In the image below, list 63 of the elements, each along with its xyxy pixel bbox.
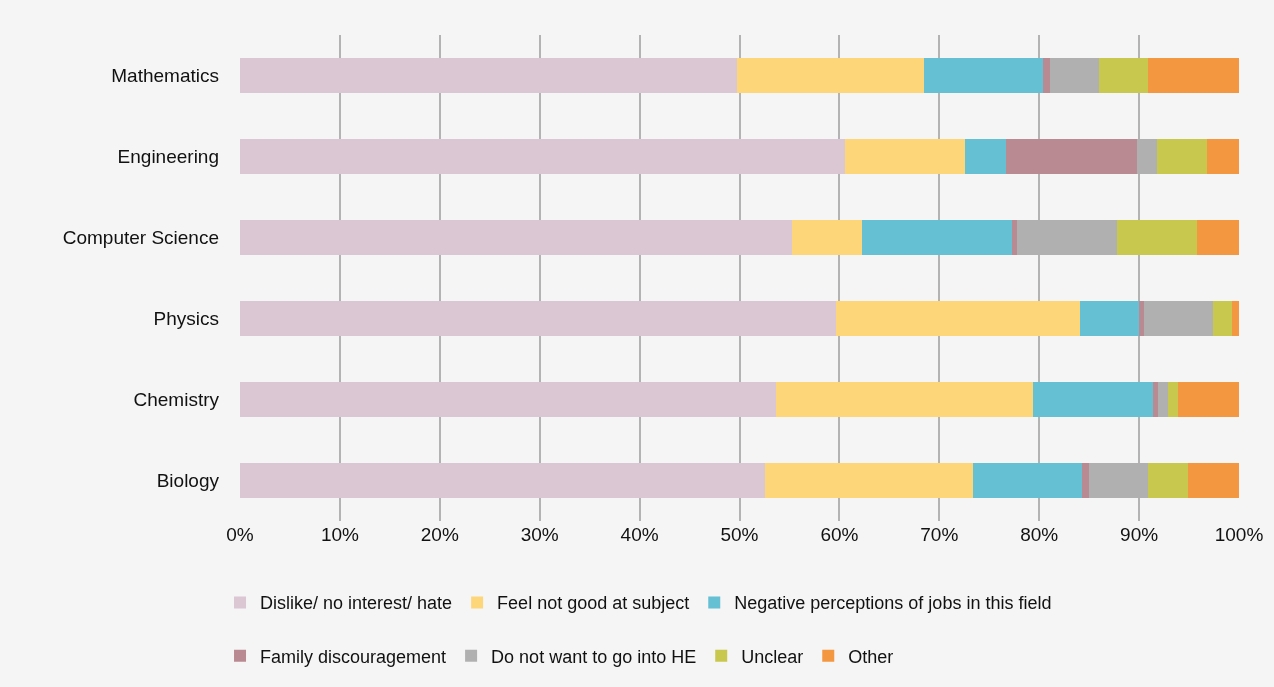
bar	[240, 220, 793, 255]
bar	[1050, 58, 1100, 93]
bar	[1178, 382, 1239, 417]
y-tick-label: Mathematics	[111, 65, 219, 87]
legend-label: Do not want to go into HE	[491, 646, 697, 667]
x-tick-label: 100%	[1214, 524, 1264, 545]
bar	[862, 220, 1013, 255]
bar	[1148, 58, 1239, 93]
x-tick-label: 10%	[320, 524, 360, 545]
bar	[1082, 463, 1090, 498]
x-tick-label: 40%	[620, 524, 659, 545]
bar	[1157, 139, 1208, 174]
legend-label: Dislike/ no interest/ hate	[260, 593, 453, 614]
x-tick-label: 20%	[420, 524, 459, 545]
bar	[1168, 382, 1179, 417]
bar	[1006, 139, 1138, 174]
bar	[1080, 301, 1140, 336]
x-tick-label: 90%	[1120, 524, 1159, 545]
legend-label: Unclear	[741, 646, 804, 667]
bar	[240, 463, 766, 498]
x-tick-label: 0%	[226, 524, 254, 545]
bar	[1153, 382, 1159, 417]
x-tick-label: 70%	[920, 524, 959, 545]
bar	[965, 139, 1007, 174]
bar	[1188, 463, 1239, 498]
bar	[1144, 301, 1214, 336]
legend-label: Other	[848, 646, 894, 667]
bar	[1117, 220, 1198, 255]
bar	[1099, 58, 1149, 93]
x-tick-label: 60%	[820, 524, 859, 545]
bar	[776, 382, 1034, 417]
y-tick-label: Physics	[153, 308, 219, 330]
legend-label: Family discouragement	[260, 646, 447, 667]
bar	[240, 382, 777, 417]
bar	[736, 58, 925, 93]
bar	[1043, 58, 1051, 93]
bar	[1207, 139, 1239, 174]
bar	[1197, 220, 1239, 255]
bar	[240, 58, 737, 93]
bar	[1033, 382, 1154, 417]
bar	[973, 463, 1083, 498]
bar	[240, 301, 837, 336]
bar	[1012, 220, 1018, 255]
bar	[845, 139, 966, 174]
bar	[924, 58, 1044, 93]
bar	[765, 463, 974, 498]
bar	[1148, 463, 1189, 498]
y-tick-label: Computer Science	[62, 227, 219, 249]
x-tick-label: 30%	[520, 524, 559, 545]
bar	[240, 139, 846, 174]
y-tick-label: Engineering	[117, 146, 219, 168]
x-tick-label: 80%	[1020, 524, 1059, 545]
bar	[1232, 301, 1239, 336]
legend-label: Feel not good at subject	[497, 593, 690, 614]
x-tick-label: 50%	[720, 524, 759, 545]
bar	[836, 301, 1081, 336]
bar	[1139, 301, 1145, 336]
bar	[1213, 301, 1233, 336]
y-tick-label: Biology	[156, 470, 220, 492]
legend-label: Negative perceptions of jobs in this field	[734, 593, 1052, 614]
y-tick-label: Chemistry	[133, 389, 220, 411]
bar	[1158, 382, 1169, 417]
bar	[792, 220, 863, 255]
